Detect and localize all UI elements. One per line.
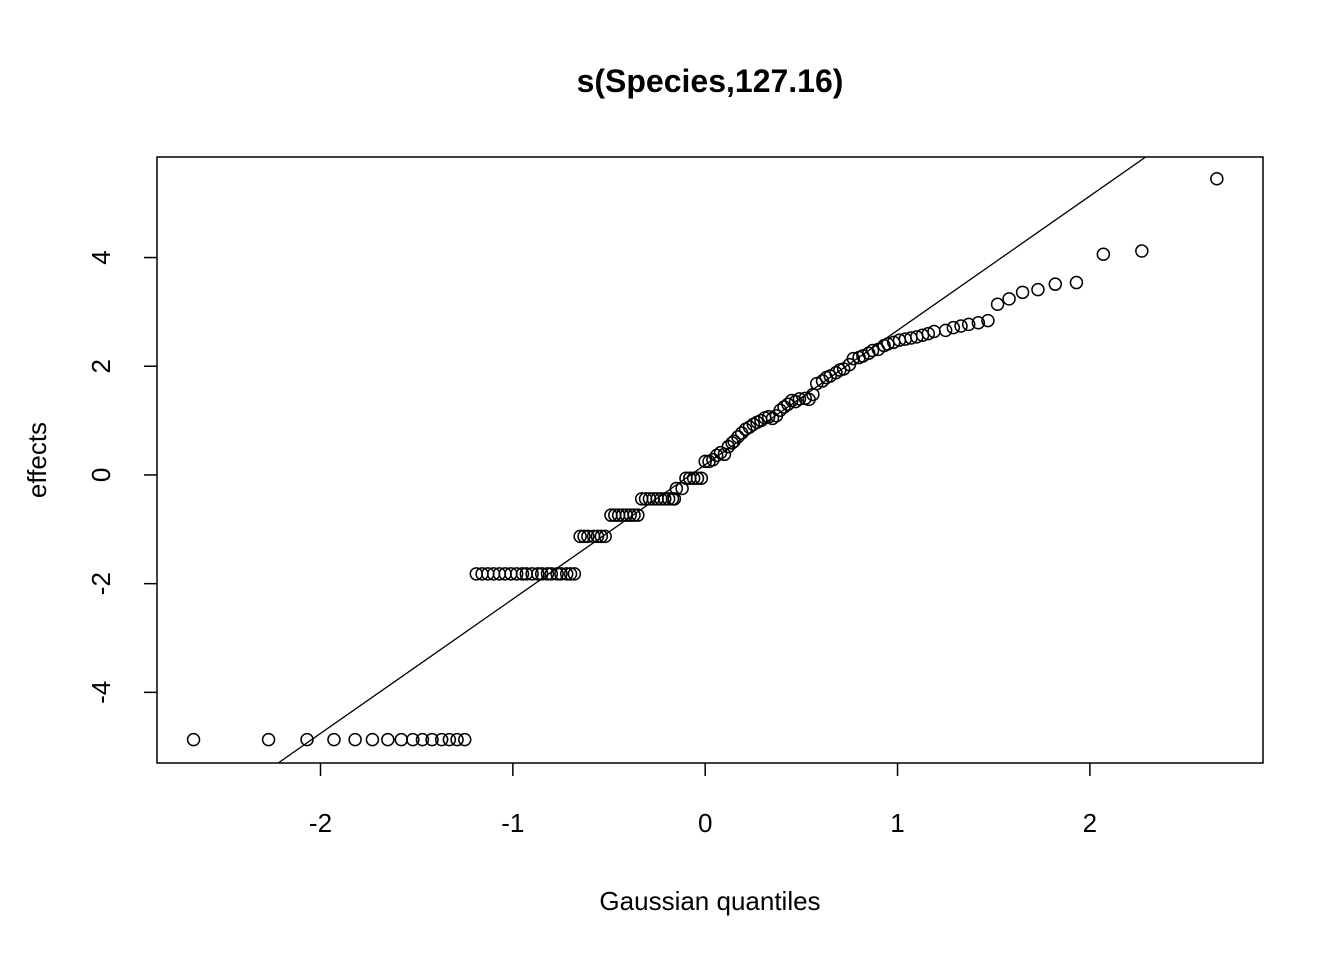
data-point [698,454,712,469]
x-axis-label: Gaussian quantiles [599,886,820,916]
data-point [450,732,464,747]
data-point [788,394,803,409]
data-point [667,492,682,506]
data-point [990,297,1005,312]
data-point [1048,277,1063,291]
data-point [559,567,574,581]
data-point [563,567,578,581]
data-point [1135,244,1149,258]
data-point [394,732,409,747]
data-point [434,732,449,747]
data-point [348,732,362,747]
data-point [186,732,201,747]
data-point [690,471,705,485]
data-point [581,529,595,544]
data-point [458,732,472,747]
data-point [754,413,768,428]
data-point [1002,292,1016,306]
y-tick-label: -4 [86,681,116,704]
data-point [717,447,732,462]
data-point [554,567,568,581]
data-point [971,316,986,330]
plot-area: -2 -1 0 1 2 -4 -2 0 2 4 [86,156,1264,838]
data-point [540,567,555,581]
data-point [1031,282,1045,297]
x-tick-label: 0 [698,808,712,838]
data-point [598,529,612,544]
y-tick-label: 2 [86,359,116,373]
data-point [531,567,545,581]
data-point [861,346,876,360]
data-point [365,732,380,747]
data-point [946,320,961,335]
data-point [1069,275,1084,290]
data-point [658,492,672,506]
chart-title: s(Species,127.16) [577,63,844,99]
data-point [694,471,709,485]
data-point [706,452,720,467]
y-tick-label: 4 [86,250,116,264]
data-point [623,508,637,522]
data-point [261,732,276,747]
data-point [406,732,420,747]
data-point [1210,171,1224,186]
data-point [442,732,457,747]
y-axis-label: effects [22,422,52,498]
data-point [550,567,564,581]
data-point [425,732,439,747]
data-point [627,508,641,522]
data-point [792,392,807,406]
data-point [921,326,936,341]
y-tick-label: 0 [86,468,116,482]
data-point [381,732,395,747]
data-point [669,481,684,496]
data-point [954,319,968,333]
data-point [590,529,605,544]
data-point [544,567,559,581]
data-point [731,430,745,444]
x-tick-label: -2 [309,808,332,838]
x-tick-label: 1 [890,808,904,838]
data-point [765,411,780,426]
data-point [577,529,591,544]
data-point [594,529,609,544]
data-point [567,567,582,581]
data-point [709,448,724,463]
data-point [742,420,757,434]
data-point [327,732,341,747]
data-point [727,434,741,448]
data-point [1015,285,1030,300]
y-tick-label: -2 [86,572,116,595]
data-point [829,366,843,380]
data-point [631,508,645,522]
data-point [938,323,953,338]
data-point [865,343,880,358]
data-point [573,529,587,544]
data-point [300,732,314,747]
data-point [686,471,701,485]
data-point [1096,247,1111,262]
data-point [961,317,976,332]
data-point [781,397,795,412]
x-tick-label: 2 [1083,808,1097,838]
data-point [846,351,861,366]
data-point [509,567,524,581]
data-point [661,492,676,506]
data-point [981,313,995,328]
x-tick-label: -1 [501,808,524,838]
data-point [415,732,430,747]
data-point [534,567,549,581]
data-point [525,567,539,581]
data-point [815,374,830,388]
data-point [515,567,530,581]
plot-frame [156,156,1264,764]
